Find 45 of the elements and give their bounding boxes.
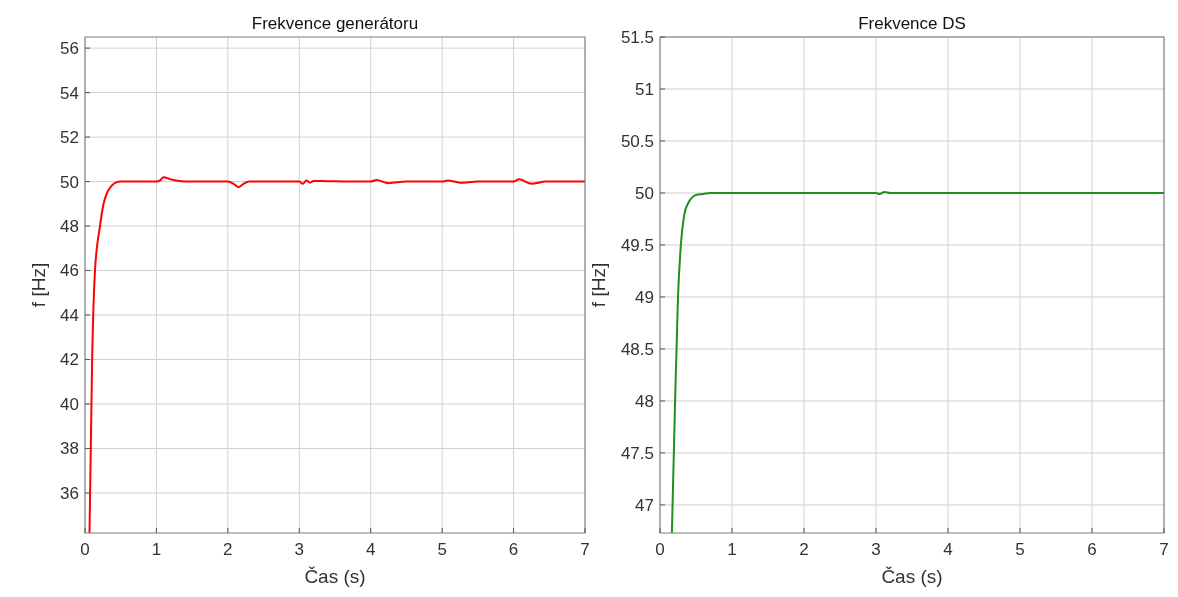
y-tick-label: 49.5 [620,235,654,255]
x-tick-label: 0 [655,540,665,559]
x-tick-label: 5 [1015,540,1025,559]
y-tick-label: 38 [60,439,79,459]
y-tick-label: 48.5 [620,339,654,359]
x-tick-label: 5 [437,540,447,559]
x-tick-label: 3 [294,540,305,559]
y-tick-label: 47.5 [620,443,654,463]
x-tick-label: 3 [871,540,881,559]
y-tick-label: 48 [635,391,654,411]
y-tick-label: 44 [60,305,79,325]
y-tick-label: 52 [60,128,79,148]
y-tick-label: 50 [635,183,654,203]
y-axis-title: f [Hz] [588,262,609,308]
y-tick-label: 51.5 [620,27,654,47]
y-tick-label: 40 [60,394,79,414]
y-tick-label: 42 [60,350,79,370]
chart-title: Frekvence generátoru [251,14,419,33]
x-tick-label: 1 [151,540,162,559]
x-tick-label: 1 [727,540,737,559]
y-tick-label: 46 [60,261,79,281]
x-tick-label: 4 [943,540,953,559]
x-tick-label: 2 [799,540,809,559]
y-tick-label: 50 [60,172,79,192]
line-series [670,190,1164,533]
line-series [88,176,585,533]
x-tick-label: 6 [508,540,519,559]
y-tick-label: 49 [635,287,654,307]
x-tick-label: 2 [223,540,233,559]
x-axis-title: Čas (s) [304,566,366,587]
y-tick-label: 51 [635,79,654,99]
x-tick-label: 4 [365,540,376,559]
x-tick-label: 6 [1087,540,1097,559]
y-tick-label: 36 [60,483,79,503]
y-tick-label: 47 [635,495,654,515]
x-tick-label: 0 [80,540,90,559]
y-tick-label: 50.5 [620,131,654,151]
chart-title: Frekvence DS [858,14,966,33]
x-tick-label: 7 [1159,540,1169,559]
y-tick-label: 54 [60,83,79,103]
y-tick-label: 56 [60,39,79,59]
x-tick-label: 7 [580,540,590,559]
y-tick-label: 48 [60,217,79,237]
x-axis-title: Čas (s) [881,566,943,587]
y-axis-title: f [Hz] [28,262,49,308]
